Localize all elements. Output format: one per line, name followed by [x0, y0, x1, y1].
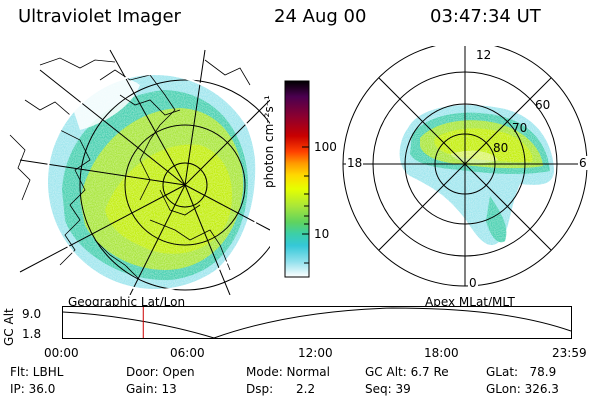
colorbar-tick-100: 100 — [314, 140, 337, 154]
altitude-tick-low: 1.8 — [22, 327, 42, 341]
altitude-axis-label: GC Alt — [2, 308, 16, 346]
colorbar-unit-label: photon cm⁻²s⁻¹ — [262, 95, 276, 188]
mlt-label-6: 6 — [578, 156, 588, 170]
lat-lon-grid — [19, 49, 270, 295]
mlt-label-12: 12 — [475, 48, 493, 62]
coastlines — [9, 57, 251, 281]
mlt-label-18: 18 — [346, 156, 364, 170]
geographic-caption: Geographic Lat/Lon — [68, 295, 186, 309]
mlat-label-60: 60 — [535, 98, 551, 112]
door-info: Door: Open — [126, 365, 195, 379]
aurora-emission-right — [343, 46, 587, 286]
orbit-altitude-curve — [62, 307, 572, 339]
mlat-mlt-plot — [342, 46, 588, 287]
altitude-plot — [62, 306, 572, 339]
time-label: 03:47:34 UT — [430, 6, 541, 27]
mode-info: Mode: Normal — [246, 365, 330, 379]
time-tick-0600: 06:00 — [170, 346, 205, 360]
geographic-image — [9, 49, 270, 295]
altitude-tick-high: 9.0 — [22, 307, 42, 321]
apex-caption: Apex MLat/MLT — [425, 295, 515, 309]
time-tick-0000: 00:00 — [44, 346, 79, 360]
mlat-label-70: 70 — [512, 121, 528, 135]
mlt-label-0: 0 — [468, 276, 478, 290]
glon-info: GLon: 326.3 — [486, 382, 559, 396]
lat-circle-inner — [162, 162, 208, 208]
lat-circle-outer — [79, 79, 270, 291]
colorbar — [284, 80, 310, 278]
gain-info: Gain: 13 — [126, 382, 177, 396]
lat-circle-mid — [124, 124, 246, 246]
time-tick-2359: 23:59 — [552, 346, 587, 360]
colorbar-tick-10: 10 — [314, 227, 330, 241]
time-tick-1800: 18:00 — [424, 346, 459, 360]
mlat-grid — [342, 46, 588, 287]
aurora-emission-left — [47, 74, 263, 290]
seq-info: Seq: 39 — [365, 382, 411, 396]
mlat-label-80: 80 — [493, 141, 509, 155]
gc-alt-info: GC Alt: 6.7 Re — [365, 365, 449, 379]
date-label: 24 Aug 00 — [274, 6, 367, 27]
glat-info: GLat: 78.9 — [486, 365, 557, 379]
filter-info: Flt: LBHL — [10, 365, 64, 379]
dsp-info: Dsp: 2.2 — [246, 382, 316, 396]
time-tick-1200: 12:00 — [298, 346, 333, 360]
ip-info: IP: 36.0 — [10, 382, 56, 396]
app-title: Ultraviolet Imager — [18, 6, 181, 27]
